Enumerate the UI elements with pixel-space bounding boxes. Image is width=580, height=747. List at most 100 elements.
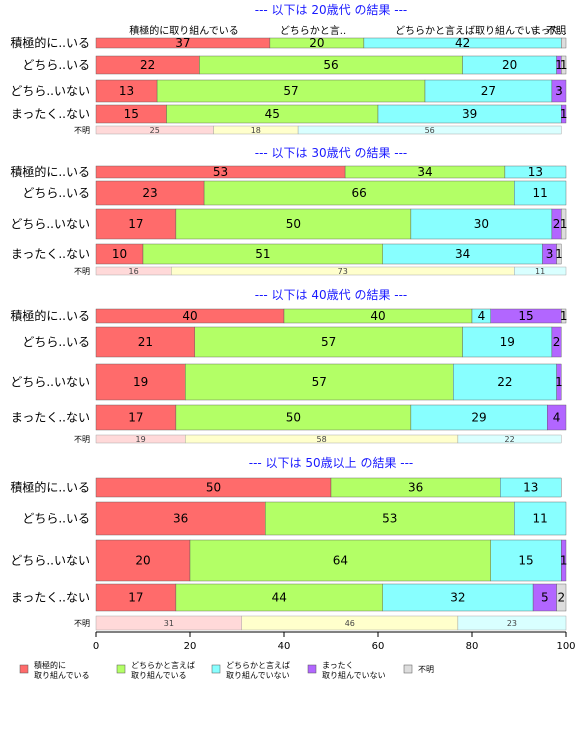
missing-row-label: 不明 — [74, 267, 90, 276]
bar-segment — [561, 55, 567, 75]
bar-segment — [561, 104, 567, 124]
legend-label: まったく — [322, 661, 354, 670]
x-tick-label: 0 — [93, 641, 99, 652]
bar-segment — [547, 404, 567, 431]
row-label: どちら..いる — [22, 58, 90, 72]
missing-bar-segment — [297, 125, 562, 135]
data-label: 36 — [173, 512, 188, 526]
bar-segment — [265, 501, 515, 536]
data-label: 13 — [119, 84, 134, 98]
row-label: どちら..いない — [10, 217, 90, 231]
top-category-label: 不明 — [546, 25, 566, 37]
data-label: 21 — [138, 335, 153, 349]
bar-segment — [556, 243, 562, 265]
panel-title: --- 以下は 40歳代 の結果 --- — [255, 288, 408, 302]
row-label: まったく..ない — [11, 411, 90, 425]
missing-data-label: 11 — [535, 267, 545, 276]
data-label: 10 — [112, 247, 127, 261]
data-label: 53 — [382, 512, 397, 526]
bar-segment — [175, 404, 412, 431]
data-label: 20 — [135, 554, 150, 568]
data-label: 11 — [533, 186, 548, 200]
row-label: どちら..いない — [10, 554, 90, 568]
bar-segment — [490, 539, 562, 582]
data-label: 15 — [518, 309, 533, 323]
data-label: 50 — [206, 481, 221, 495]
data-label: 19 — [133, 375, 148, 389]
missing-bar-segment — [457, 434, 562, 444]
missing-data-label: 18 — [251, 126, 261, 135]
bar-segment — [462, 326, 553, 358]
data-label: 34 — [417, 165, 432, 179]
data-label: 17 — [128, 411, 143, 425]
bar-segment — [500, 477, 562, 498]
bar-segment — [95, 404, 177, 431]
data-label: 66 — [352, 186, 367, 200]
missing-row-label: 不明 — [74, 619, 90, 628]
data-label: 1 — [560, 107, 568, 121]
row-label: まったく..ない — [11, 107, 90, 121]
top-category-label: どちらかと言.. — [280, 24, 346, 37]
data-label: 20 — [309, 36, 324, 50]
panel-title: --- 以下は 30歳代 の結果 --- — [255, 146, 408, 160]
row-label: どちら..いる — [22, 335, 90, 349]
panel-title: --- 以下は 50歳以上 の結果 --- — [249, 456, 414, 470]
bar-segment — [561, 37, 567, 49]
missing-data-label: 73 — [338, 267, 348, 276]
data-label: 1 — [555, 58, 563, 72]
data-label: 17 — [128, 217, 143, 231]
top-category-label: どちらかと言えば取り組んでい.. — [395, 24, 541, 37]
data-label: 64 — [333, 554, 348, 568]
bar-segment — [382, 583, 534, 612]
missing-bar-segment — [457, 615, 567, 631]
missing-data-label: 56 — [425, 126, 435, 135]
data-label: 4 — [553, 411, 561, 425]
bar-segment — [551, 79, 567, 103]
data-label: 1 — [560, 309, 568, 323]
panel-title: --- 以下は 20歳代 の結果 --- — [255, 3, 408, 17]
data-label: 56 — [323, 58, 338, 72]
missing-data-label: 16 — [129, 267, 139, 276]
bar-segment — [95, 501, 266, 536]
x-tick-label: 80 — [466, 641, 479, 652]
bar-segment — [95, 326, 195, 358]
data-label: 1 — [560, 554, 568, 568]
data-label: 39 — [462, 107, 477, 121]
data-label: 15 — [124, 107, 139, 121]
data-label: 51 — [255, 247, 270, 261]
data-label: 19 — [500, 335, 515, 349]
missing-data-label: 23 — [507, 619, 517, 628]
bar-segment — [514, 501, 567, 536]
data-label: 32 — [450, 591, 465, 605]
bar-segment — [410, 404, 548, 431]
data-label: 57 — [283, 84, 298, 98]
bar-segment — [185, 363, 454, 401]
data-label: 36 — [408, 481, 423, 495]
row-label: どちら..いない — [10, 375, 90, 389]
row-label: 積極的に..いる — [10, 480, 90, 495]
legend-label: 取り組んでいる — [131, 670, 187, 680]
data-label: 11 — [533, 512, 548, 526]
legend-swatch — [307, 664, 317, 674]
data-label: 3 — [546, 247, 554, 261]
data-label: 40 — [182, 309, 197, 323]
legend-label: どちらかと言えば — [131, 660, 195, 670]
bar-segment — [95, 180, 205, 206]
bar-segment — [203, 180, 515, 206]
data-label: 44 — [272, 591, 287, 605]
missing-data-label: 22 — [505, 435, 515, 444]
bar-segment — [95, 539, 191, 582]
data-label: 2 — [557, 591, 565, 605]
bar-segment — [453, 363, 557, 401]
bar-segment — [175, 583, 383, 612]
bar-segment — [551, 326, 562, 358]
missing-data-label: 25 — [150, 126, 160, 135]
data-label: 13 — [523, 481, 538, 495]
x-tick-label: 40 — [278, 641, 291, 652]
data-label: 4 — [478, 309, 486, 323]
data-label: 3 — [555, 84, 563, 98]
data-label: 1 — [555, 375, 563, 389]
missing-row-label: 不明 — [74, 435, 90, 444]
legend-label: どちらかと言えば — [226, 660, 290, 670]
